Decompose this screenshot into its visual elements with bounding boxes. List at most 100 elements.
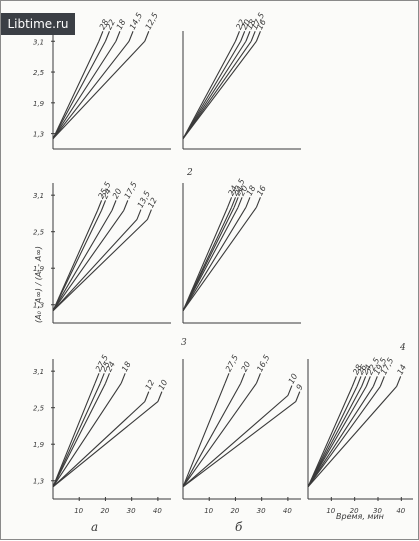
series-line	[307, 386, 398, 488]
watermark-badge: Libtime.ru	[1, 13, 75, 35]
series-label: 12	[144, 378, 157, 391]
series-label: 16,5	[255, 353, 271, 373]
series-leader	[94, 373, 100, 384]
series-leader	[255, 197, 261, 208]
series-line	[307, 386, 367, 488]
series-line	[52, 210, 99, 312]
series-line	[52, 383, 96, 488]
series-line	[52, 40, 130, 140]
x-tick-label: 30	[373, 507, 382, 515]
series-line	[182, 207, 235, 312]
series-label: 20	[237, 184, 250, 197]
series-line	[307, 386, 374, 488]
series-leader	[233, 197, 239, 208]
series-label: 10	[287, 372, 300, 385]
series-line	[307, 386, 358, 488]
series-line	[52, 219, 148, 312]
series-line	[182, 207, 239, 312]
series-label: 24	[226, 184, 239, 197]
series-leader	[287, 385, 293, 396]
series-leader	[396, 376, 402, 387]
series-line	[182, 207, 229, 312]
series-leader	[227, 197, 233, 208]
series-label: 28	[98, 18, 111, 31]
series-label: 16	[255, 184, 268, 197]
series-leader	[245, 31, 251, 42]
series-leader	[372, 376, 378, 387]
series-line	[52, 40, 146, 140]
x-tick-label: 10	[204, 507, 213, 515]
panel-number: 4	[399, 343, 406, 353]
series-label: 10	[157, 378, 170, 391]
series-leader	[365, 376, 371, 387]
series-line	[52, 219, 138, 312]
series-line	[182, 383, 226, 488]
series-leader	[250, 31, 256, 42]
x-tick-label: 30	[257, 507, 266, 515]
series-leader	[146, 209, 152, 220]
x-tick-label: 40	[153, 507, 162, 515]
series-leader	[101, 200, 107, 211]
series-label: 18	[245, 18, 258, 31]
series-label: 24	[360, 363, 373, 376]
series-line	[52, 383, 101, 488]
series-leader	[295, 391, 301, 402]
series-label: 14,5	[128, 11, 144, 31]
series-leader	[351, 376, 357, 387]
y-tick-label: 3,1	[33, 368, 44, 376]
y-tick-label: 1,3	[33, 302, 44, 310]
series-label: 22	[104, 18, 117, 31]
series-line	[307, 386, 363, 488]
x-tick-label: 40	[283, 507, 292, 515]
series-leader	[255, 373, 261, 384]
series-line	[182, 40, 257, 140]
x-tick-label: 10	[326, 507, 335, 515]
x-tick-label: 20	[350, 507, 359, 515]
x-tick-label: 10	[74, 507, 83, 515]
series-label: 20	[240, 18, 253, 31]
series-leader	[115, 31, 121, 42]
series-label: 18	[120, 360, 133, 373]
y-tick-label: 2,5	[33, 69, 45, 77]
y-tick-label: 3,1	[33, 38, 44, 46]
series-label: 20	[240, 360, 253, 373]
series-leader	[104, 31, 110, 42]
series-line	[182, 40, 252, 140]
series-label: 24	[104, 360, 117, 373]
series-line	[52, 383, 122, 488]
y-axis-label: (A₀ - A∞) / (Aₜ - A∞)	[34, 246, 43, 323]
series-leader	[144, 31, 150, 42]
series-line	[52, 401, 146, 488]
x-tick-label: 20	[100, 507, 109, 515]
series-line	[182, 207, 247, 312]
y-tick-label: 3,1	[33, 192, 44, 200]
series-label: 12,5	[144, 11, 160, 31]
series-line	[182, 401, 297, 488]
series-leader	[234, 31, 240, 42]
panel-number: 2	[186, 168, 193, 178]
series-line	[307, 386, 353, 488]
series-label: 18	[115, 18, 128, 31]
column-label-b: б	[235, 520, 243, 534]
y-tick-label: 1,9	[33, 265, 45, 273]
x-tick-label: 30	[127, 507, 136, 515]
series-leader	[224, 373, 230, 384]
series-line	[52, 40, 117, 140]
series-label: 14	[395, 363, 408, 376]
series-label: 21	[233, 184, 246, 197]
labels-layer: (A₀ - A∞) / (Aₜ - A∞) а б Время, мин	[34, 246, 384, 534]
series-leader	[98, 31, 104, 42]
series-leader	[157, 391, 163, 402]
y-tick-label: 1,3	[33, 131, 44, 139]
y-tick-label: 1,9	[33, 100, 45, 108]
series-label: 26	[356, 363, 369, 376]
x-tick-label: 20	[230, 507, 239, 515]
series-leader	[104, 373, 110, 384]
series-label: 27,5	[224, 353, 240, 373]
series-leader	[128, 31, 134, 42]
series-line	[52, 383, 106, 488]
